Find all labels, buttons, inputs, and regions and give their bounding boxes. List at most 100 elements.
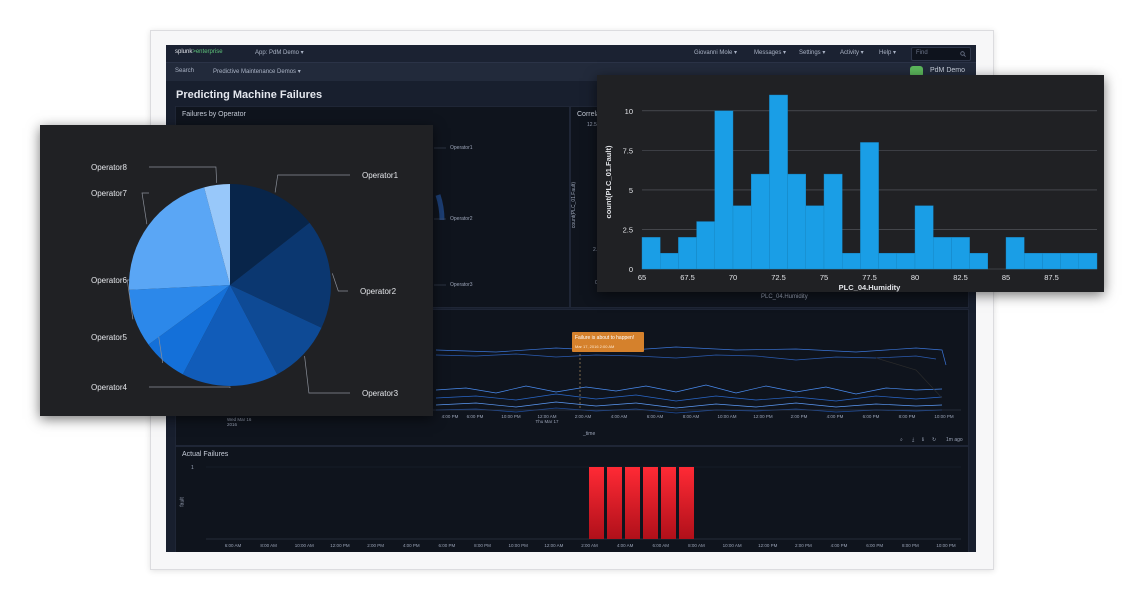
- y-tick: 5: [629, 186, 633, 195]
- pie-slice-operator6[interactable]: [129, 285, 230, 345]
- x-tick: 6:00 AM: [646, 414, 664, 419]
- refresh-time: 1m ago: [946, 437, 963, 443]
- histogram-bar[interactable]: [1042, 252, 1061, 270]
- operator-pie-chart: Operator1 Operator2 Operator3 Operator4 Oper…: [91, 163, 399, 398]
- info-icon[interactable]: ℹ: [922, 437, 924, 443]
- legend-operator3: Operator3: [450, 282, 473, 288]
- x-tick: 4:00 PM: [826, 414, 844, 419]
- histogram-bar[interactable]: [750, 173, 770, 270]
- x-tick: 12:00 PM: [330, 543, 350, 548]
- pie-slice-operator5[interactable]: [148, 285, 230, 375]
- pie-slice-operator2[interactable]: [230, 222, 331, 328]
- x-tick: 65: [638, 273, 646, 282]
- pie-label-operator3: Operator3: [362, 389, 399, 398]
- search-link[interactable]: Search: [175, 68, 195, 74]
- histogram-bar[interactable]: [714, 110, 734, 270]
- humidity-histogram-overlay: 0 2.5 5 7.5 10 65 67.5 70 72.5 75 77.5 80 82.5 85 87.5…: [597, 75, 1104, 292]
- settings-menu[interactable]: Settings ▾: [799, 50, 826, 56]
- histogram-bar[interactable]: [1005, 237, 1025, 270]
- export-icon[interactable]: ⤓: [912, 437, 915, 443]
- x-tick: 4:00 PM: [830, 543, 848, 548]
- histogram-bar[interactable]: [969, 252, 989, 270]
- x-tick: 72.5: [771, 273, 786, 282]
- help-menu[interactable]: Help ▾: [879, 50, 897, 56]
- histogram-bar[interactable]: [841, 252, 861, 270]
- x-tick: 10:00 AM: [722, 543, 742, 548]
- search-icon[interactable]: ⌕: [900, 437, 903, 443]
- histogram-bar[interactable]: [951, 237, 970, 270]
- x-tick: 77.5: [862, 273, 877, 282]
- x-tick: 10:00 PM: [934, 414, 954, 419]
- x-tick: 8:00 AM: [260, 543, 277, 548]
- histogram-bar[interactable]: [914, 205, 934, 270]
- page-title: Predicting Machine Failures: [176, 89, 323, 101]
- x-tick: 80: [911, 273, 919, 282]
- pie-slice-operator4[interactable]: [182, 285, 278, 387]
- histogram-bar[interactable]: [823, 173, 843, 270]
- x-tick: 85: [1002, 273, 1010, 282]
- x-tick: 2:00 PM: [367, 543, 384, 548]
- dashboards-menu[interactable]: Predictive Maintenance Demos ▾: [213, 69, 301, 75]
- actual-failures-panel: Actual Failures 1 fault 6:00 AM 8:00 AM 10…: [175, 446, 969, 552]
- x-tick: 6:00 AM: [224, 543, 242, 548]
- histogram-bar[interactable]: [769, 94, 788, 270]
- y-tick: 10: [625, 107, 633, 116]
- ytick-2.5: 2.5: [593, 247, 600, 253]
- failure-annotation[interactable]: Failure is about to happen! Mar 17, 2016…: [572, 332, 644, 352]
- splunk-logo[interactable]: splunk>enterprise: [175, 48, 223, 55]
- pie-slice-operator3[interactable]: [230, 285, 322, 375]
- histogram-bar[interactable]: [641, 237, 661, 270]
- pie-slice-operator7[interactable]: [129, 187, 230, 290]
- x-tick: 10:00 AM: [294, 543, 314, 548]
- x-tick: 2:00 PM: [795, 543, 812, 548]
- x-tick: 8:00 PM: [901, 543, 919, 548]
- histogram-bar[interactable]: [805, 205, 825, 270]
- histogram-bar[interactable]: [1078, 252, 1098, 270]
- y-axis-label: count(PLC_01.Fault): [604, 145, 613, 218]
- x-tick: 10:00 PM: [508, 543, 528, 548]
- humidity-histogram: 0 2.5 5 7.5 10 65 67.5 70 72.5 75 77.5 80 82.5 85 87.5…: [604, 94, 1098, 292]
- histogram-bar[interactable]: [1060, 252, 1080, 270]
- pie-leader-line: [149, 386, 231, 388]
- logo-accent-text: >enterprise: [192, 49, 223, 55]
- user-menu[interactable]: Giovanni Mole ▾: [694, 50, 738, 56]
- x-tick: 12:00 AM Thu Mar 17: [535, 414, 559, 424]
- histogram-bar[interactable]: [933, 237, 952, 270]
- legend-operator2: Operator2: [450, 216, 473, 222]
- histogram-bar[interactable]: [896, 252, 916, 270]
- messages-menu[interactable]: Messages ▾: [754, 50, 787, 56]
- histogram-bar[interactable]: [732, 205, 752, 270]
- x-tick: 12:00 PM: [753, 414, 773, 419]
- activity-menu[interactable]: Activity ▾: [840, 50, 864, 56]
- x-tick: 4:00 PM: [402, 543, 420, 548]
- x-tick: 87.5: [1044, 273, 1059, 282]
- histogram-bar[interactable]: [878, 252, 898, 270]
- refresh-icon[interactable]: ↻: [932, 437, 937, 443]
- histogram-bar[interactable]: [660, 252, 679, 270]
- x-tick: 2:00 AM: [581, 543, 598, 548]
- histogram-bar[interactable]: [860, 142, 879, 270]
- pie-slice-operator8[interactable]: [204, 184, 230, 285]
- ytick-0: 0: [595, 280, 598, 286]
- legend-operator1: Operator1: [450, 145, 473, 151]
- app-menu[interactable]: App: PdM Demo ▾: [255, 50, 304, 56]
- histogram-bar[interactable]: [787, 173, 807, 270]
- x-tick: 8:00 AM: [688, 543, 705, 548]
- search-icon: [960, 51, 966, 57]
- failure-bar: [607, 467, 622, 539]
- failure-bar: [589, 467, 604, 539]
- pie-slice-operator1[interactable]: [230, 184, 310, 285]
- background-pie-edge: [435, 194, 445, 221]
- histogram-bar[interactable]: [1024, 252, 1043, 270]
- annotation-time: Mar 17, 2016 2:00 AM: [575, 344, 615, 349]
- histogram-bar[interactable]: [696, 221, 715, 270]
- x-tick: 12:00 PM: [758, 543, 778, 548]
- panel-title: Failures by Operator: [182, 111, 246, 118]
- failure-bar: [679, 467, 694, 539]
- panel-title: Actual Failures: [182, 451, 229, 458]
- x-tick: 8:00 AM: [682, 414, 700, 419]
- find-input[interactable]: Find: [911, 47, 971, 61]
- histogram-bar[interactable]: [678, 237, 697, 270]
- pie-leader-line: [149, 166, 218, 183]
- panel-title: Correla: [577, 111, 600, 118]
